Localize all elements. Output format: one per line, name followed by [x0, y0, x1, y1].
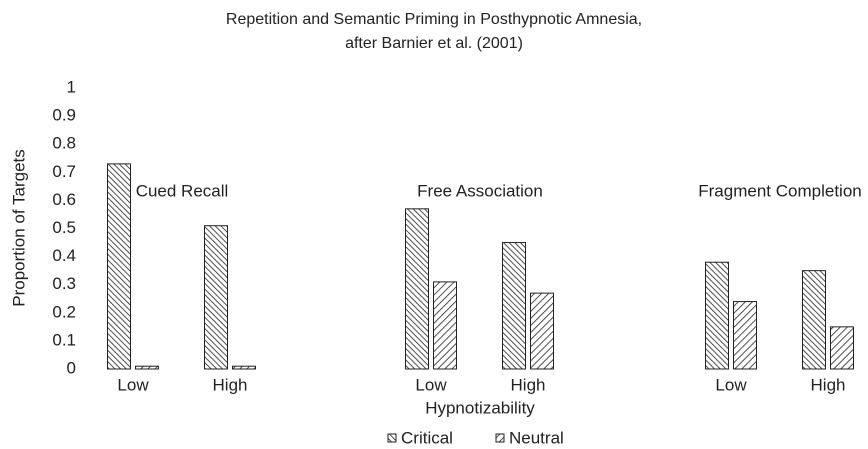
y-tick-label: 0 [67, 358, 76, 377]
legend-label: Critical [401, 428, 453, 447]
y-tick-label: 0.1 [52, 330, 76, 349]
x-tick-label: Low [715, 375, 747, 394]
y-tick-label: 0.6 [52, 190, 76, 209]
x-tick-label: High [511, 375, 546, 394]
bar [705, 261, 729, 370]
chart-title: after Barnier et al. (2001) [345, 35, 523, 52]
bar [232, 365, 256, 370]
bar [830, 326, 854, 370]
x-tick-label: Low [117, 375, 149, 394]
y-tick-label: 1 [67, 77, 76, 96]
panel-title: Free Association [417, 181, 543, 200]
x-tick-label: Low [415, 375, 447, 394]
bar [802, 270, 826, 370]
bar [107, 163, 131, 370]
y-tick-label: 0.3 [52, 274, 76, 293]
legend-label: Neutral [509, 428, 564, 447]
bar [530, 292, 554, 370]
bar [733, 301, 757, 370]
x-axis-label: Hypnotizability [425, 398, 535, 417]
y-tick-label: 0.9 [52, 106, 76, 125]
x-tick-label: High [213, 375, 248, 394]
y-tick-label: 0.8 [52, 134, 76, 153]
bar [204, 225, 228, 370]
panel-title: Fragment Completion [698, 181, 861, 200]
y-axis-label: Proportion of Targets [9, 149, 28, 307]
y-tick-label: 0.2 [52, 302, 76, 321]
y-tick-label: 0.7 [52, 162, 76, 181]
legend-swatch [387, 433, 397, 443]
bar [502, 242, 526, 370]
panel-title: Cued Recall [136, 181, 229, 200]
legend-swatch [495, 433, 505, 443]
bar [405, 208, 429, 370]
bar [433, 281, 457, 370]
bar [135, 365, 159, 370]
x-tick-label: High [811, 375, 846, 394]
chart-title: Repetition and Semantic Priming in Posth… [226, 11, 642, 28]
y-tick-label: 0.5 [52, 218, 76, 237]
y-tick-label: 0.4 [52, 246, 76, 265]
